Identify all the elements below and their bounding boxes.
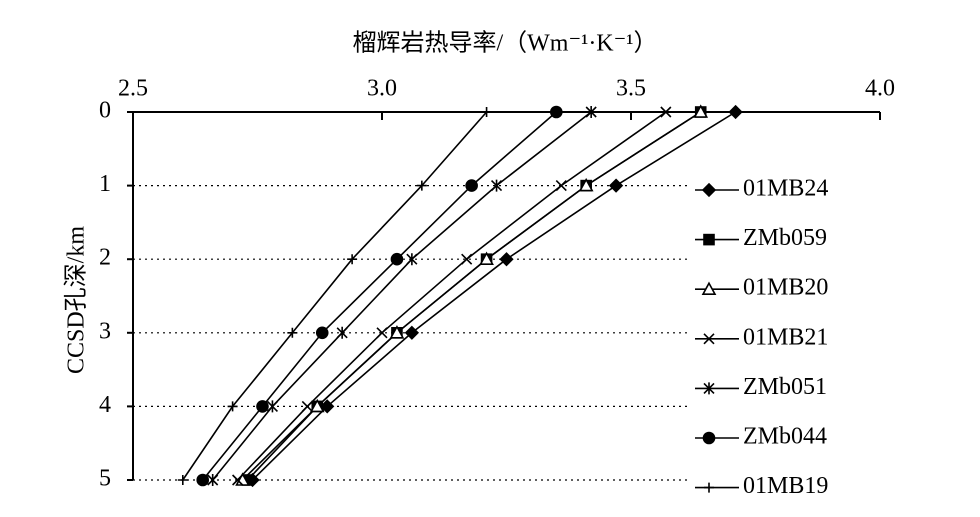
marker (549, 105, 563, 119)
marker (704, 482, 714, 493)
y-tick-label: 3 (99, 318, 111, 344)
marker (404, 325, 420, 340)
y-axis-label: CCSD孔深/km (63, 226, 90, 374)
marker (266, 400, 279, 413)
marker (703, 333, 715, 345)
marker (693, 104, 709, 118)
series-line (236, 111, 667, 481)
marker (315, 326, 329, 340)
series-line (212, 111, 592, 481)
marker (702, 431, 716, 445)
series-line (241, 111, 702, 481)
marker (309, 398, 325, 413)
y-tick-label: 0 (99, 98, 111, 124)
marker (701, 281, 717, 296)
series-line (246, 111, 702, 481)
y-tick-label: 1 (99, 171, 111, 197)
legend-label: ZMb059 (743, 225, 827, 251)
marker (701, 182, 717, 198)
marker (287, 327, 298, 338)
marker (301, 400, 313, 412)
marker (479, 251, 494, 266)
marker (347, 254, 358, 265)
x-tick-label: 4.0 (865, 76, 895, 102)
legend-label: ZMb051 (743, 374, 827, 400)
marker (227, 401, 238, 412)
marker (232, 474, 244, 486)
marker (465, 179, 478, 192)
series-line (202, 111, 557, 481)
marker (585, 106, 597, 118)
x-tick-label: 3.5 (616, 76, 646, 102)
x-tick-label: 2.5 (118, 76, 148, 102)
marker (416, 180, 427, 191)
marker (196, 473, 210, 487)
x-tick-label: 3.0 (367, 76, 397, 102)
legend-label: ZMb044 (743, 424, 827, 450)
marker (461, 253, 473, 265)
marker (390, 252, 404, 266)
marker (256, 400, 269, 413)
marker (177, 475, 188, 485)
marker (728, 104, 743, 120)
marker (660, 106, 672, 118)
y-tick-label: 5 (99, 466, 111, 492)
series-line (182, 111, 488, 481)
marker (481, 107, 492, 117)
marker (406, 253, 418, 266)
legend-label: 01MB24 (743, 176, 828, 202)
legend-label: 01MB20 (743, 275, 828, 301)
marker (578, 177, 594, 192)
marker (389, 325, 405, 339)
y-tick-label: 4 (99, 392, 111, 418)
marker (490, 179, 503, 192)
marker (555, 180, 567, 192)
marker (336, 326, 348, 339)
marker (320, 399, 335, 414)
legend-label: 01MB21 (743, 324, 828, 350)
marker (207, 474, 219, 486)
series-line (251, 111, 736, 481)
marker (608, 178, 624, 193)
marker (499, 252, 514, 267)
marker (703, 382, 715, 395)
y-tick-label: 2 (99, 245, 111, 271)
marker (703, 233, 715, 246)
marker (376, 327, 388, 339)
legend-label: 01MB19 (743, 473, 828, 499)
chart-title: 榴辉岩热导率/（Wm⁻¹·K⁻¹） (352, 30, 657, 57)
